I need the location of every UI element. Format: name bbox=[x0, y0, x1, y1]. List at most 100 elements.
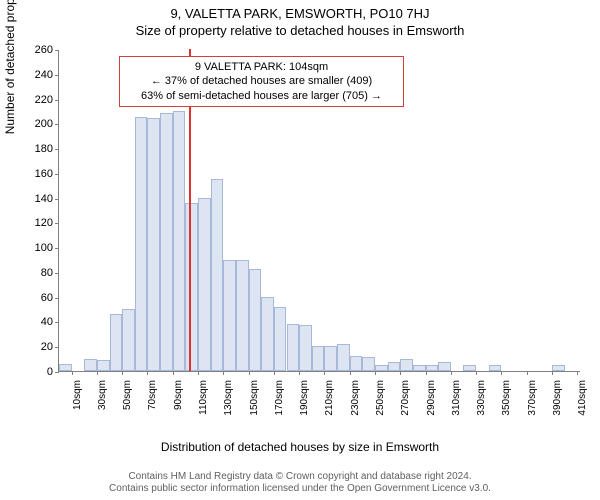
histogram-bar bbox=[59, 364, 72, 371]
histogram-bar bbox=[249, 269, 262, 371]
histogram-bar bbox=[312, 346, 325, 371]
y-tick-label: 220 bbox=[23, 94, 53, 106]
y-axis-title: Number of detached properties bbox=[3, 0, 17, 134]
x-tick-label: 310sqm bbox=[451, 380, 462, 420]
y-tick bbox=[55, 372, 59, 373]
histogram-bar bbox=[122, 309, 135, 371]
histogram-bar bbox=[147, 118, 160, 371]
x-tick-label: 290sqm bbox=[426, 380, 437, 420]
x-tick-label: 70sqm bbox=[147, 380, 158, 420]
histogram-bar bbox=[489, 365, 502, 371]
histogram-bar bbox=[299, 325, 312, 371]
x-tick bbox=[173, 371, 174, 375]
histogram-bar bbox=[375, 365, 388, 371]
histogram-bar bbox=[413, 365, 426, 371]
x-tick bbox=[249, 371, 250, 375]
x-tick-label: 50sqm bbox=[122, 380, 133, 420]
chart-area: 9 VALETTA PARK: 104sqm← 37% of detached … bbox=[58, 50, 580, 372]
x-tick bbox=[400, 371, 401, 375]
y-tick bbox=[55, 174, 59, 175]
y-tick bbox=[55, 100, 59, 101]
annotation-line: 9 VALETTA PARK: 104sqm bbox=[126, 60, 397, 74]
x-tick-label: 210sqm bbox=[324, 380, 335, 420]
y-tick-label: 160 bbox=[23, 168, 53, 180]
y-tick-label: 180 bbox=[23, 143, 53, 155]
histogram-bar bbox=[438, 362, 451, 371]
x-tick bbox=[350, 371, 351, 375]
y-tick-label: 20 bbox=[23, 341, 53, 353]
x-tick bbox=[577, 371, 578, 375]
chart-subtitle: Size of property relative to detached ho… bbox=[0, 21, 600, 38]
x-tick-label: 150sqm bbox=[249, 380, 260, 420]
x-tick-label: 270sqm bbox=[400, 380, 411, 420]
histogram-bar bbox=[362, 357, 375, 371]
x-tick bbox=[274, 371, 275, 375]
x-tick-label: 230sqm bbox=[350, 380, 361, 420]
histogram-bar bbox=[223, 260, 236, 371]
x-tick bbox=[198, 371, 199, 375]
y-tick-label: 240 bbox=[23, 69, 53, 81]
histogram-bar bbox=[350, 356, 363, 371]
x-tick-label: 370sqm bbox=[527, 380, 538, 420]
x-tick-label: 190sqm bbox=[299, 380, 310, 420]
footer-license: Contains public sector information licen… bbox=[0, 483, 600, 494]
y-tick bbox=[55, 223, 59, 224]
histogram-bar bbox=[388, 362, 401, 371]
histogram-bar bbox=[552, 365, 565, 371]
annotation-line: ← 37% of detached houses are smaller (40… bbox=[126, 74, 397, 88]
y-tick bbox=[55, 273, 59, 274]
y-tick bbox=[55, 347, 59, 348]
histogram-bar bbox=[236, 260, 249, 371]
y-tick-label: 200 bbox=[23, 118, 53, 130]
x-tick bbox=[147, 371, 148, 375]
histogram-bar bbox=[198, 198, 211, 371]
y-tick bbox=[55, 199, 59, 200]
histogram-bar bbox=[84, 359, 97, 371]
x-tick-label: 130sqm bbox=[223, 380, 234, 420]
x-tick bbox=[476, 371, 477, 375]
histogram-bar bbox=[110, 314, 123, 371]
y-tick bbox=[55, 322, 59, 323]
x-tick-label: 110sqm bbox=[198, 380, 209, 420]
x-tick bbox=[426, 371, 427, 375]
x-tick bbox=[97, 371, 98, 375]
x-tick bbox=[501, 371, 502, 375]
x-tick-label: 30sqm bbox=[97, 380, 108, 420]
x-tick bbox=[72, 371, 73, 375]
histogram-bar bbox=[463, 365, 476, 371]
histogram-bar bbox=[400, 359, 413, 371]
histogram-bar bbox=[173, 111, 186, 371]
y-tick-label: 140 bbox=[23, 193, 53, 205]
x-tick-label: 10sqm bbox=[72, 380, 83, 420]
page-title: 9, VALETTA PARK, EMSWORTH, PO10 7HJ bbox=[0, 0, 600, 21]
x-tick-label: 250sqm bbox=[375, 380, 386, 420]
y-tick bbox=[55, 124, 59, 125]
histogram-bar bbox=[261, 297, 274, 371]
x-axis-title: Distribution of detached houses by size … bbox=[0, 440, 600, 454]
x-tick-label: 390sqm bbox=[552, 380, 563, 420]
y-tick bbox=[55, 50, 59, 51]
histogram-bar bbox=[160, 113, 173, 371]
y-tick-label: 120 bbox=[23, 217, 53, 229]
y-tick-label: 0 bbox=[23, 366, 53, 378]
footer-copyright: Contains HM Land Registry data © Crown c… bbox=[0, 471, 600, 482]
y-tick bbox=[55, 75, 59, 76]
histogram-bar bbox=[135, 117, 148, 371]
x-tick-label: 170sqm bbox=[274, 380, 285, 420]
histogram-bar bbox=[185, 203, 198, 371]
x-tick-label: 330sqm bbox=[476, 380, 487, 420]
y-tick bbox=[55, 149, 59, 150]
x-tick bbox=[552, 371, 553, 375]
y-tick-label: 60 bbox=[23, 292, 53, 304]
histogram-bar bbox=[274, 307, 287, 371]
annotation-line: 63% of semi-detached houses are larger (… bbox=[126, 89, 397, 103]
histogram-bar bbox=[426, 365, 439, 371]
x-tick bbox=[122, 371, 123, 375]
x-tick-label: 410sqm bbox=[577, 380, 588, 420]
x-tick-label: 90sqm bbox=[173, 380, 184, 420]
histogram-bar bbox=[337, 344, 350, 371]
y-tick-label: 40 bbox=[23, 316, 53, 328]
y-tick bbox=[55, 248, 59, 249]
histogram-bar bbox=[287, 324, 300, 371]
histogram-bar bbox=[97, 360, 110, 371]
